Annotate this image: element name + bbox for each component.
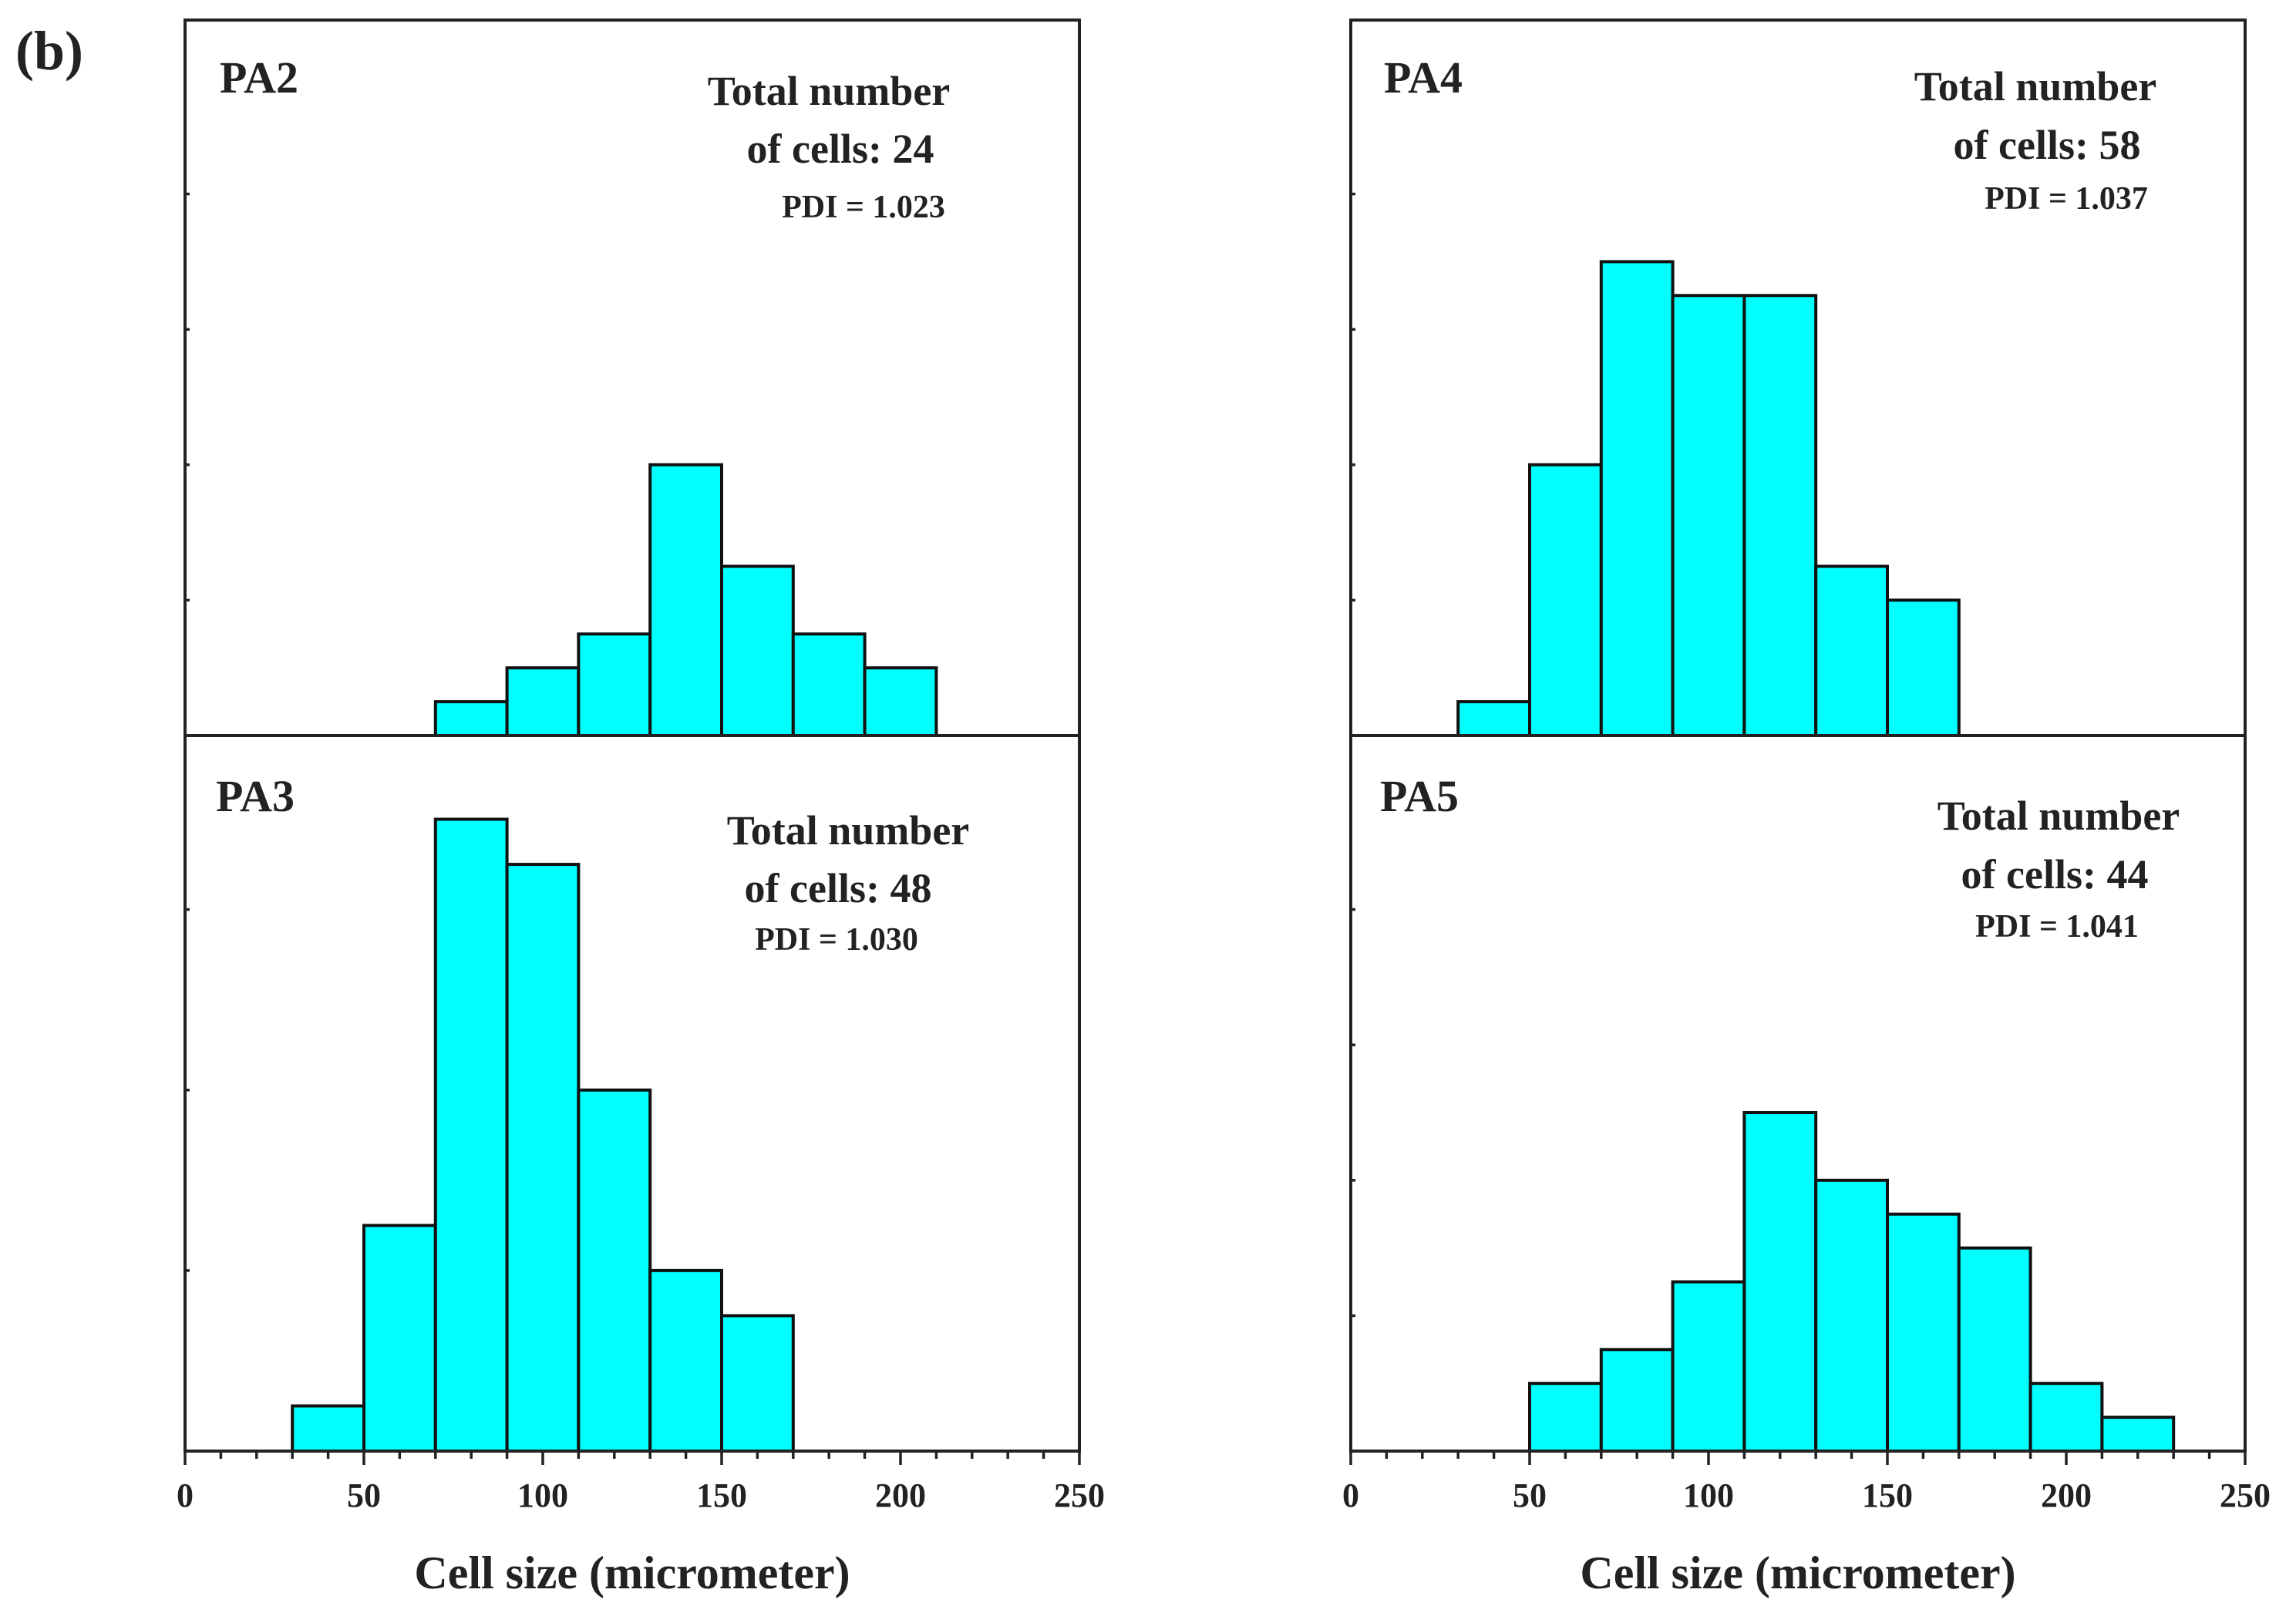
bar-pa2-110-130 bbox=[577, 632, 652, 737]
bar-pa5-150-170 bbox=[1886, 1212, 1961, 1453]
bar-pa4-70-90 bbox=[1599, 260, 1675, 737]
bar-pa2-70-90 bbox=[433, 700, 509, 737]
pdi-pa2: PDI = 1.023 bbox=[782, 190, 945, 225]
cell-count-pa2: of cells: 24 bbox=[747, 126, 934, 172]
x-ticks-pa5: 0 50 100 150 200 250 bbox=[1342, 908, 2271, 1514]
bar-pa2-130-150 bbox=[648, 463, 724, 737]
total-number-label-pa3: Total number bbox=[727, 807, 970, 854]
cell-count-pa3: of cells: 48 bbox=[745, 865, 932, 911]
cell-count-pa5: of cells: 44 bbox=[1961, 851, 2149, 897]
panel-pa4: PA4 Total number of cells: 58 PDI = 1.03… bbox=[1349, 19, 2247, 738]
x-tick-label: 50 bbox=[347, 1477, 381, 1514]
figure-label: (b) bbox=[15, 20, 83, 82]
pdi-pa5: PDI = 1.041 bbox=[1975, 909, 2139, 945]
frame-pa2 bbox=[183, 19, 1081, 737]
bar-pa4-30-50 bbox=[1456, 700, 1531, 737]
panel-label-pa3: PA3 bbox=[216, 771, 295, 821]
y-ticks-pa2 bbox=[185, 192, 190, 602]
bar-pa4-150-170 bbox=[1886, 598, 1961, 738]
bar-pa5-50-70 bbox=[1528, 1382, 1603, 1453]
cell-count-pa4: of cells: 58 bbox=[1954, 122, 2141, 168]
frame-pa5 bbox=[1349, 734, 2247, 1453]
panel-label-pa4: PA4 bbox=[1384, 52, 1463, 103]
bars-pa3 bbox=[291, 817, 795, 1453]
x-tick-label: 0 bbox=[177, 1477, 194, 1514]
bar-pa3-30-50 bbox=[291, 1404, 366, 1453]
x-axis-title-right: Cell size (micrometer) bbox=[1580, 1547, 2015, 1598]
bar-pa4-50-70 bbox=[1528, 463, 1603, 737]
x-tick-label: 150 bbox=[1862, 1477, 1913, 1514]
x-tick-label: 0 bbox=[1342, 1477, 1359, 1514]
panel-label-pa5: PA5 bbox=[1380, 771, 1459, 821]
bar-pa2-170-190 bbox=[791, 632, 867, 737]
bar-pa5-190-210 bbox=[2028, 1382, 2104, 1453]
x-tick-label: 100 bbox=[1683, 1477, 1734, 1514]
frame-pa3 bbox=[183, 734, 1081, 1453]
bar-pa5-130-150 bbox=[1814, 1178, 1889, 1453]
x-tick-label: 100 bbox=[517, 1477, 568, 1514]
x-ticks-pa3: 0 50 100 150 200 250 bbox=[177, 908, 1105, 1514]
bar-pa5-90-110 bbox=[1671, 1280, 1746, 1453]
panel-pa5: 0 50 100 150 200 250 PA5 Total number of cell… bbox=[1342, 734, 2271, 1598]
x-tick-label: 200 bbox=[875, 1477, 926, 1514]
x-tick-label: 250 bbox=[2220, 1477, 2271, 1514]
bar-pa2-190-210 bbox=[863, 666, 938, 738]
bar-pa5-170-190 bbox=[1957, 1246, 2032, 1453]
bar-pa4-110-130 bbox=[1742, 294, 1818, 737]
pdi-pa3: PDI = 1.030 bbox=[755, 922, 918, 958]
panel-label-pa2: PA2 bbox=[220, 52, 298, 103]
x-tick-label: 200 bbox=[2041, 1477, 2092, 1514]
total-number-label-pa4: Total number bbox=[1914, 63, 2157, 109]
panel-pa3: 0 50 100 150 200 250 PA3 Total number of cell… bbox=[177, 734, 1105, 1598]
y-ticks-pa4 bbox=[1351, 192, 1355, 602]
bars-pa2 bbox=[433, 463, 938, 738]
panel-pa2: PA2 Total number of cells: 24 PDI = 1.02… bbox=[183, 19, 1081, 738]
total-number-label-pa5: Total number bbox=[1937, 793, 2180, 839]
bars-pa4 bbox=[1456, 260, 1961, 738]
bar-pa4-90-110 bbox=[1671, 294, 1746, 737]
bars-pa5 bbox=[1528, 1111, 2176, 1453]
x-tick-label: 150 bbox=[696, 1477, 747, 1514]
bar-pa3-110-130 bbox=[577, 1088, 652, 1453]
bar-pa2-90-110 bbox=[505, 666, 581, 738]
bar-pa2-150-170 bbox=[720, 564, 795, 737]
bar-pa3-150-170 bbox=[720, 1314, 795, 1453]
x-tick-label: 250 bbox=[1054, 1477, 1105, 1514]
bar-pa3-130-150 bbox=[648, 1268, 724, 1453]
x-axis-title-left: Cell size (micrometer) bbox=[414, 1547, 850, 1598]
bar-pa4-130-150 bbox=[1814, 564, 1889, 737]
bar-pa5-110-130 bbox=[1742, 1111, 1818, 1453]
bar-pa5-70-90 bbox=[1599, 1348, 1675, 1453]
bar-pa3-70-90 bbox=[433, 817, 509, 1453]
pdi-pa4: PDI = 1.037 bbox=[1985, 181, 2148, 217]
total-number-label-pa2: Total number bbox=[708, 68, 951, 114]
bar-pa5-210-230 bbox=[2100, 1416, 2176, 1453]
bar-pa3-50-70 bbox=[362, 1224, 437, 1453]
x-tick-label: 50 bbox=[1513, 1477, 1547, 1514]
bar-pa3-90-110 bbox=[505, 863, 581, 1453]
